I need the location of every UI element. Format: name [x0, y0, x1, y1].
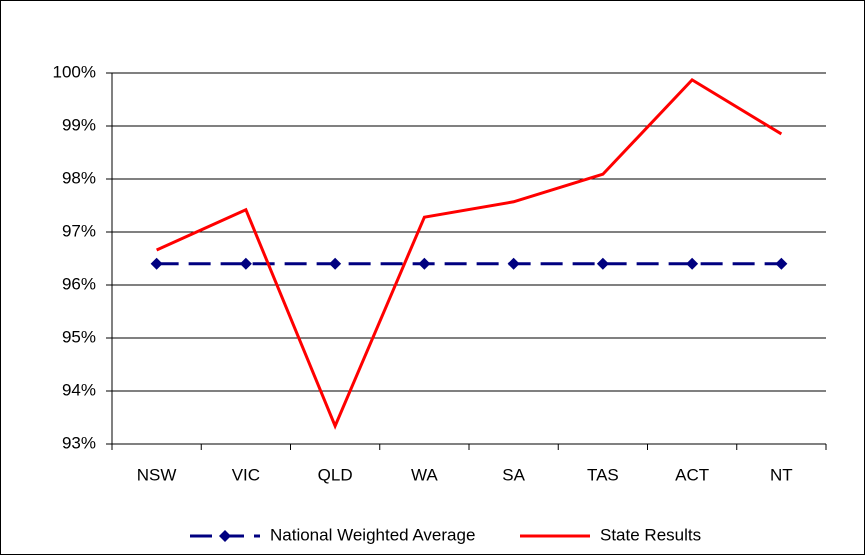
legend-label: National Weighted Average: [270, 525, 475, 544]
marker: [686, 257, 699, 270]
x-tick-label: NT: [770, 465, 793, 484]
marker: [596, 257, 609, 270]
y-tick-label: 96%: [62, 274, 96, 293]
legend-marker: [219, 530, 231, 542]
marker: [775, 257, 788, 270]
y-tick-label: 98%: [62, 168, 96, 187]
marker: [150, 257, 163, 270]
series-line: [156, 77, 783, 430]
y-tick-label: 94%: [62, 380, 96, 399]
y-tick-label: 100%: [53, 62, 96, 81]
y-tick-label: 93%: [62, 433, 96, 452]
marker: [329, 257, 342, 270]
legend-label: State Results: [600, 525, 701, 544]
marker: [418, 257, 431, 270]
x-tick-label: ACT: [675, 465, 709, 484]
marker: [239, 257, 252, 270]
x-tick-label: NSW: [137, 465, 177, 484]
x-tick-label: VIC: [232, 465, 260, 484]
marker: [507, 257, 520, 270]
x-tick-label: SA: [502, 465, 525, 484]
y-tick-label: 99%: [62, 115, 96, 134]
x-tick-label: TAS: [587, 465, 619, 484]
x-tick-label: WA: [411, 465, 438, 484]
y-tick-label: 95%: [62, 327, 96, 346]
x-tick-label: QLD: [318, 465, 353, 484]
y-tick-label: 97%: [62, 221, 96, 240]
